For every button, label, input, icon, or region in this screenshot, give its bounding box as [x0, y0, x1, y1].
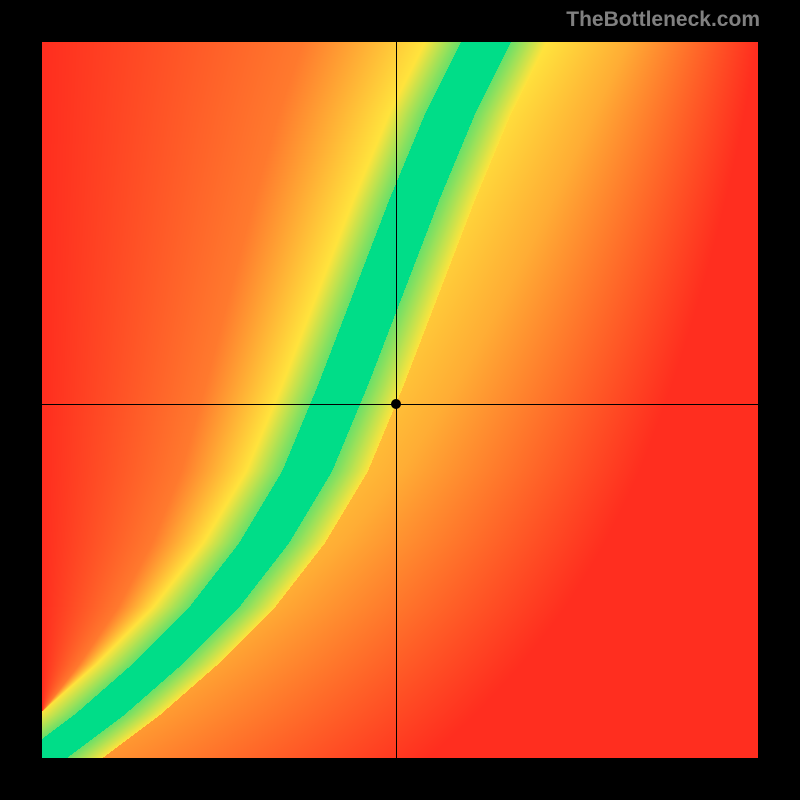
heatmap-chart	[42, 42, 758, 758]
watermark-text: TheBottleneck.com	[566, 8, 760, 32]
heatmap-canvas	[42, 42, 758, 758]
chart-container: { "watermark": "TheBottleneck.com", "cha…	[0, 0, 800, 800]
selected-point	[391, 399, 401, 409]
